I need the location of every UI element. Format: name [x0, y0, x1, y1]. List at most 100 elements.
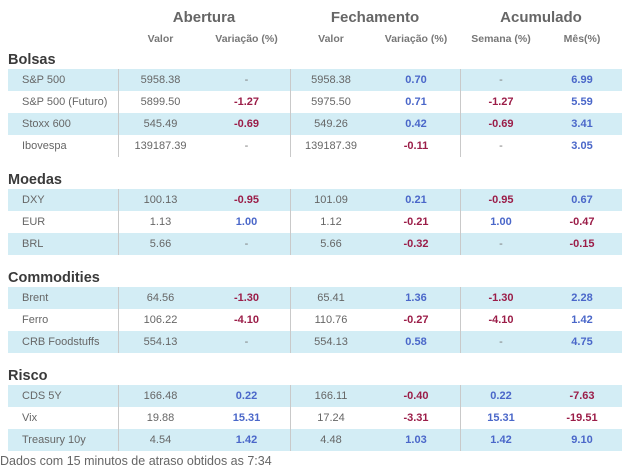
- cell-name: Brent: [22, 292, 49, 304]
- header-acumulado: Acumulado: [500, 9, 582, 26]
- cell-open-change: 1.00: [235, 216, 258, 228]
- cell-month: 6.99: [571, 74, 593, 86]
- cell-name: Stoxx 600: [22, 118, 71, 130]
- col-close-value: Valor: [318, 33, 344, 45]
- column-divider: [290, 233, 291, 255]
- header-fechamento: Fechamento: [330, 9, 420, 26]
- cell-name: Ibovespa: [22, 140, 67, 152]
- cell-name: S&P 500 (Futuro): [22, 96, 108, 108]
- cell-week: -: [499, 140, 503, 152]
- cell-close-change: 0.42: [405, 118, 427, 130]
- cell-close-change: -0.11: [403, 140, 429, 152]
- cell-close-change: 1.03: [405, 434, 427, 446]
- column-divider: [118, 309, 119, 331]
- column-divider: [118, 429, 119, 451]
- table-row: Stoxx 600 545.49 -0.69 549.26 0.42 -0.69 3.41: [8, 113, 622, 135]
- cell-open-value: 545.49: [143, 118, 178, 130]
- column-divider: [460, 189, 461, 211]
- cell-month: 0.67: [571, 194, 593, 206]
- col-month: Mês(%): [563, 33, 601, 45]
- cell-close-value: 549.26: [314, 118, 348, 130]
- cell-month: -0.47: [569, 216, 595, 228]
- cell-month: -19.51: [566, 412, 598, 424]
- cell-close-change: -0.27: [403, 314, 429, 326]
- table-row: Ibovespa 139187.39 - 139187.39 -0.11 - 3.05: [8, 135, 622, 157]
- cell-close-change: 0.58: [405, 336, 427, 348]
- col-week: Semana (%): [471, 33, 531, 45]
- cell-open-change: -0.69: [233, 118, 260, 130]
- cell-month: 2.28: [571, 292, 593, 304]
- cell-name: CDS 5Y: [22, 390, 62, 402]
- cell-close-value: 101.09: [314, 194, 348, 206]
- cell-close-change: 0.21: [405, 194, 427, 206]
- cell-close-change: -0.40: [403, 390, 429, 402]
- cell-close-change: -0.32: [403, 238, 429, 250]
- cell-name: Treasury 10y: [22, 434, 86, 446]
- cell-open-value: 5899.50: [140, 96, 181, 108]
- table-row: Treasury 10y 4.54 1.42 4.48 1.03 1.42 9.10: [8, 429, 622, 451]
- cell-close-value: 554.13: [314, 336, 348, 348]
- table-row: EUR 1.13 1.00 1.12 -0.21 1.00 -0.47: [8, 211, 622, 233]
- table-row: CRB Foodstuffs 554.13 - 554.13 0.58 - 4.75: [8, 331, 622, 353]
- cell-close-change: 1.36: [405, 292, 427, 304]
- table-row: S&P 500 (Futuro) 5899.50 -1.27 5975.50 0.71 -…: [8, 91, 622, 113]
- section-title-commodities: Commodities: [8, 270, 100, 286]
- column-divider: [290, 113, 291, 135]
- column-divider: [460, 331, 461, 353]
- cell-close-value: 5958.38: [311, 74, 351, 86]
- cell-close-value: 5.66: [320, 238, 342, 250]
- column-divider: [118, 113, 119, 135]
- column-divider: [118, 211, 119, 233]
- column-divider: [460, 287, 461, 309]
- cell-open-change: -1.30: [233, 292, 260, 304]
- cell-month: 3.41: [571, 118, 593, 130]
- column-divider: [290, 211, 291, 233]
- cell-open-change: -4.10: [233, 314, 260, 326]
- column-divider: [118, 91, 119, 113]
- cell-open-value: 5.66: [149, 238, 172, 250]
- column-divider: [290, 331, 291, 353]
- col-close-change: Variação (%): [384, 33, 448, 45]
- column-divider: [118, 331, 119, 353]
- col-open-value: Valor: [147, 33, 174, 45]
- column-divider: [460, 233, 461, 255]
- cell-open-value: 139187.39: [134, 140, 187, 152]
- cell-month: 3.05: [571, 140, 593, 152]
- table-row: Brent 64.56 -1.30 65.41 1.36 -1.30 2.28: [8, 287, 622, 309]
- cell-open-value: 100.13: [143, 194, 178, 206]
- cell-month: -7.63: [569, 390, 595, 402]
- cell-close-value: 5975.50: [311, 96, 351, 108]
- cell-open-value: 1.13: [149, 216, 172, 228]
- cell-close-change: 0.71: [405, 96, 427, 108]
- cell-week: -1.30: [488, 292, 514, 304]
- table-row: BRL 5.66 - 5.66 -0.32 - -0.15: [8, 233, 622, 255]
- cell-open-change: 15.31: [232, 412, 261, 424]
- cell-month: 4.75: [571, 336, 593, 348]
- column-divider: [290, 309, 291, 331]
- cell-open-change: -: [244, 336, 249, 348]
- cell-close-value: 17.24: [317, 412, 345, 424]
- column-divider: [460, 385, 461, 407]
- column-divider: [290, 135, 291, 157]
- section-title-bolsas: Bolsas: [8, 52, 56, 68]
- cell-week: 15.31: [487, 412, 515, 424]
- cell-name: EUR: [22, 216, 46, 228]
- cell-name: BRL: [22, 238, 44, 250]
- cell-open-value: 64.56: [146, 292, 175, 304]
- column-divider: [460, 113, 461, 135]
- cell-close-value: 4.48: [320, 434, 342, 446]
- cell-week: -: [499, 238, 503, 250]
- cell-close-change: 0.70: [405, 74, 427, 86]
- cell-name: Ferro: [22, 314, 49, 326]
- column-divider: [118, 287, 119, 309]
- col-open-change: Variação (%): [215, 33, 278, 45]
- table-row: Ferro 106.22 -4.10 110.76 -0.27 -4.10 1.42: [8, 309, 622, 331]
- cell-close-value: 65.41: [317, 292, 345, 304]
- cell-open-change: 1.42: [235, 434, 258, 446]
- cell-open-value: 19.88: [146, 412, 175, 424]
- cell-month: 5.59: [571, 96, 593, 108]
- column-divider: [290, 407, 291, 429]
- cell-open-change: -0.95: [233, 194, 260, 206]
- cell-week: 1.00: [490, 216, 512, 228]
- cell-open-change: -: [244, 238, 249, 250]
